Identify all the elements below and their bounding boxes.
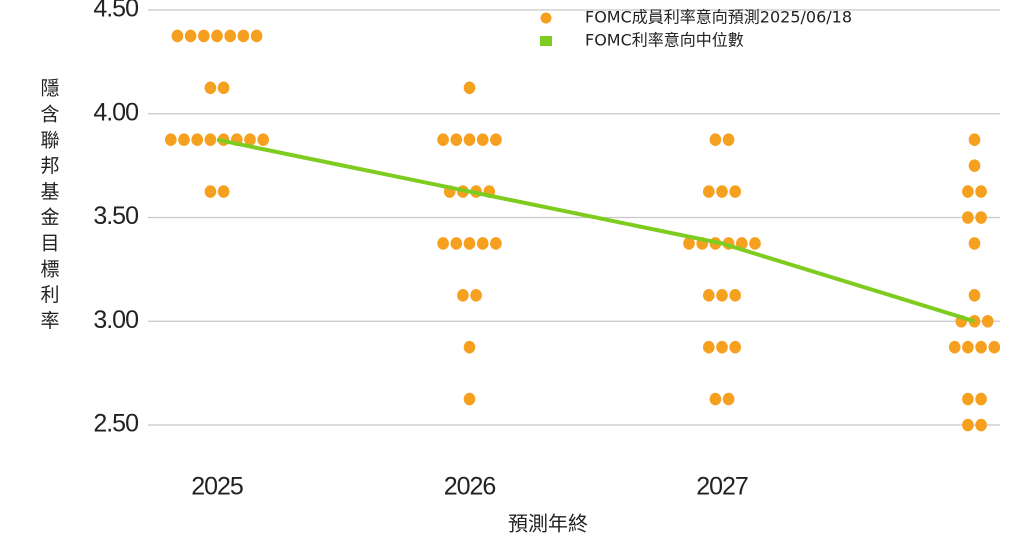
dot <box>948 340 961 354</box>
dot <box>968 133 981 146</box>
dot <box>975 340 987 354</box>
dot <box>198 29 210 43</box>
dot <box>490 237 502 250</box>
dot <box>463 237 476 250</box>
x-tick-label: 2026 <box>444 473 496 501</box>
y-tick-label: 4.50 <box>93 0 138 23</box>
y-tick-label: 4.00 <box>93 98 138 126</box>
dot <box>244 133 256 146</box>
dot <box>962 211 974 224</box>
dot <box>968 159 981 172</box>
dot <box>463 392 476 406</box>
dot <box>476 237 489 250</box>
y-axis-title: 隱含聯邦基金目標利率 <box>38 78 60 336</box>
dot <box>968 237 981 250</box>
dot <box>968 289 981 302</box>
dot <box>716 185 728 198</box>
dot <box>490 133 502 146</box>
y-tick-label: 3.50 <box>93 202 138 230</box>
median-line <box>216 137 976 324</box>
dot <box>250 29 263 43</box>
dot <box>962 185 974 198</box>
dot <box>476 133 489 146</box>
dot <box>171 29 184 43</box>
dot <box>729 185 741 198</box>
legend-label: FOMC成員利率意向預測2025/06/18 <box>585 8 852 27</box>
legend-marker <box>540 12 552 24</box>
dot <box>165 133 177 146</box>
dot <box>257 133 270 146</box>
dot <box>224 29 236 43</box>
legend-marker <box>540 36 552 46</box>
dot <box>975 211 987 224</box>
dot <box>988 340 1001 354</box>
dot <box>716 289 728 302</box>
x-tick-label: 2025 <box>191 473 243 501</box>
dot <box>729 289 741 302</box>
dot <box>437 237 449 250</box>
dot <box>729 340 741 354</box>
dot <box>437 133 449 146</box>
dot <box>463 340 476 354</box>
dot <box>211 29 223 43</box>
dot <box>184 29 197 43</box>
y-tick-label: 3.00 <box>93 306 138 334</box>
dot <box>683 237 695 250</box>
dot <box>204 185 217 198</box>
dot <box>237 29 250 43</box>
dot <box>981 314 994 328</box>
y-tick-label: 2.50 <box>93 410 138 438</box>
dot <box>703 289 715 302</box>
dot <box>975 418 987 432</box>
dot <box>962 392 974 406</box>
dot <box>204 81 217 95</box>
dot <box>709 392 722 406</box>
dot <box>722 133 735 146</box>
dot <box>470 289 482 302</box>
dot <box>703 185 715 198</box>
dot <box>463 81 476 95</box>
dot <box>457 289 469 302</box>
dot <box>962 418 974 432</box>
legend-label: FOMC利率意向中位數 <box>585 31 744 50</box>
dot <box>204 133 217 146</box>
dot <box>962 340 974 354</box>
dot <box>450 237 463 250</box>
dot <box>709 133 722 146</box>
dot <box>191 133 203 146</box>
dot <box>722 392 735 406</box>
dot <box>975 185 987 198</box>
dot <box>975 392 987 406</box>
dot <box>450 133 463 146</box>
x-tick-label: 2027 <box>696 473 748 501</box>
dot <box>749 237 761 250</box>
dot <box>463 133 476 146</box>
dot <box>703 340 715 354</box>
dot <box>217 81 230 95</box>
x-axis-title: 預測年終 <box>508 512 588 536</box>
dot <box>178 133 190 146</box>
dot <box>217 185 230 198</box>
dot <box>716 340 728 354</box>
